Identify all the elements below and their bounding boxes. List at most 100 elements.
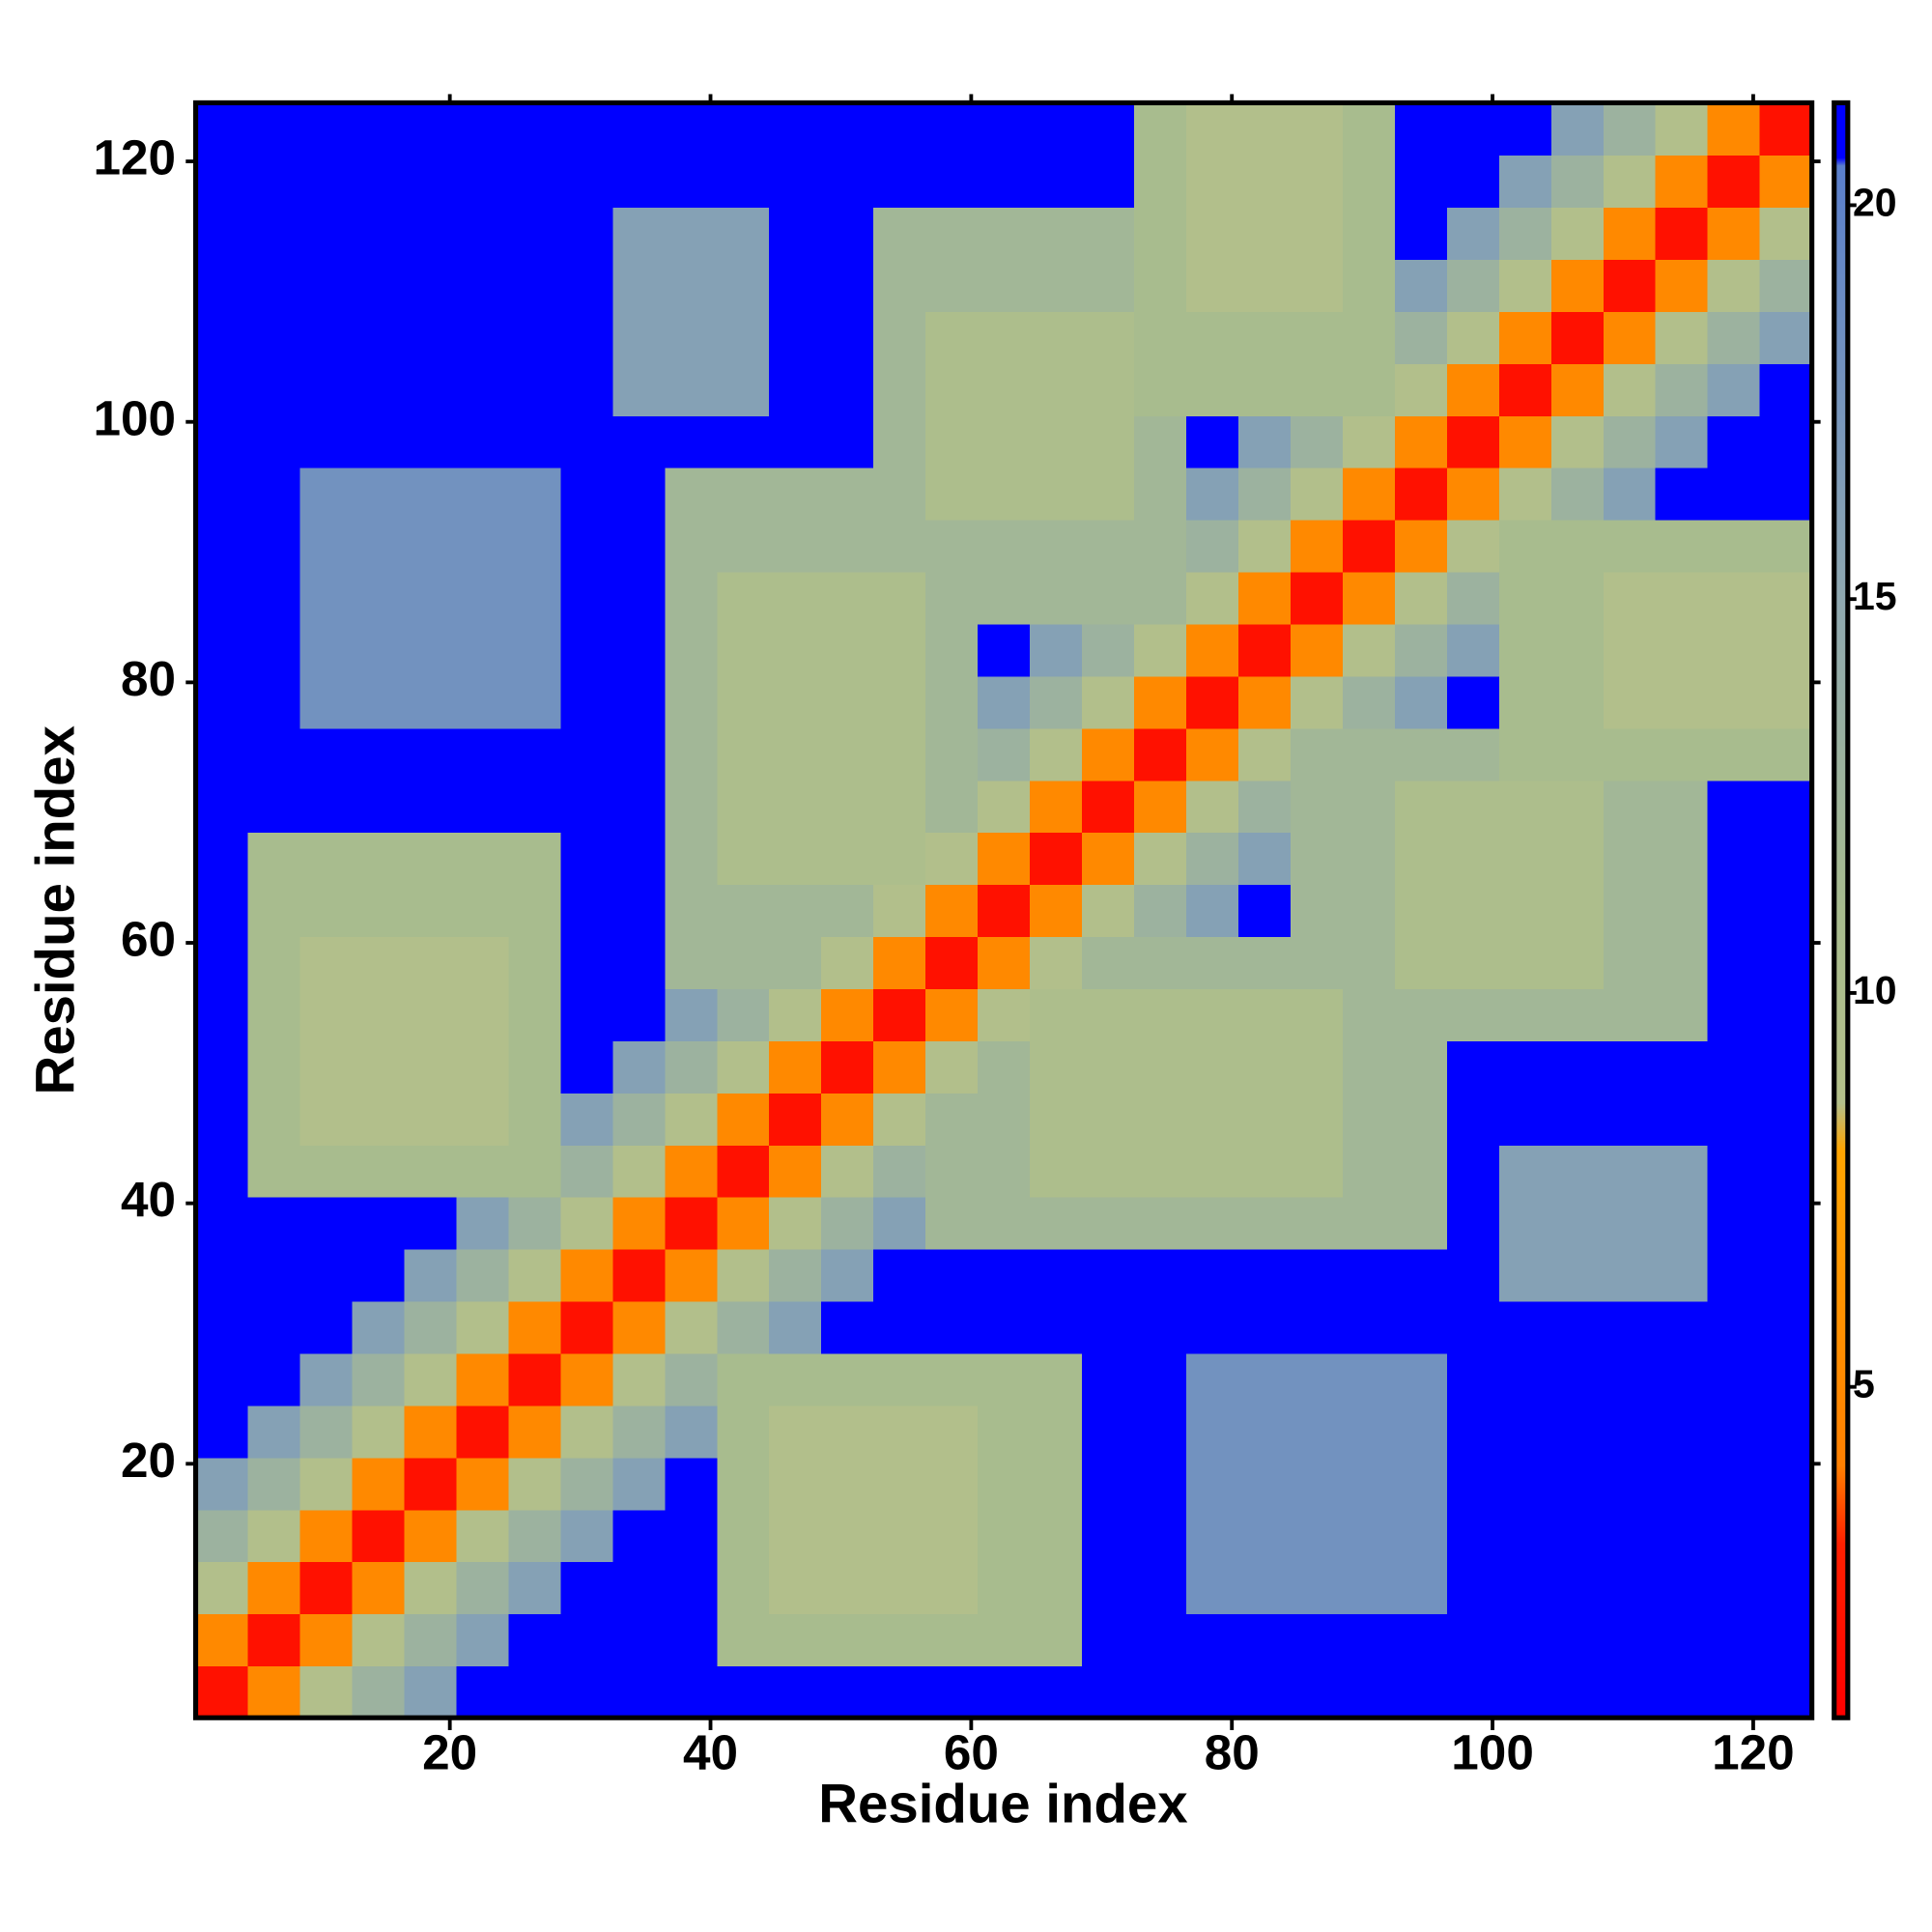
heatmap-cell bbox=[978, 259, 1031, 312]
heatmap-cell bbox=[1759, 832, 1813, 886]
heatmap-cell bbox=[1707, 623, 1761, 677]
heatmap-cell bbox=[769, 988, 822, 1041]
heatmap-cell bbox=[1655, 1509, 1709, 1563]
heatmap-cell bbox=[612, 467, 667, 521]
heatmap-cell bbox=[195, 571, 249, 625]
heatmap-cell bbox=[1342, 311, 1396, 364]
heatmap-cell bbox=[769, 832, 822, 886]
heatmap-cell bbox=[925, 780, 979, 834]
heatmap-cell bbox=[1290, 780, 1344, 834]
heatmap-cell bbox=[1498, 1196, 1552, 1250]
y-tick-label: 20 bbox=[121, 1433, 176, 1488]
heatmap-cell bbox=[1134, 1352, 1187, 1406]
heatmap-cell bbox=[1082, 414, 1135, 469]
heatmap-cell bbox=[456, 1613, 510, 1667]
heatmap-cell bbox=[1185, 884, 1239, 938]
heatmap-cell bbox=[769, 1196, 822, 1250]
heatmap-cell bbox=[1082, 832, 1135, 886]
heatmap-cell bbox=[1550, 414, 1605, 469]
heatmap-cell bbox=[247, 1093, 301, 1146]
heatmap-cell bbox=[978, 1144, 1031, 1198]
heatmap-cell bbox=[1603, 1405, 1657, 1459]
heatmap-cell bbox=[925, 155, 979, 209]
heatmap-cell bbox=[873, 832, 926, 886]
heatmap-cell bbox=[1290, 1248, 1344, 1302]
heatmap-cell bbox=[1498, 1405, 1552, 1459]
heatmap-cell bbox=[560, 155, 614, 209]
heatmap-cell bbox=[717, 1196, 771, 1250]
heatmap-cell bbox=[1655, 1144, 1709, 1198]
heatmap-cell bbox=[1342, 727, 1396, 781]
heatmap-cell bbox=[821, 259, 874, 312]
heatmap-cell bbox=[456, 1561, 510, 1615]
heatmap-cell bbox=[978, 780, 1031, 834]
heatmap-cell bbox=[769, 259, 822, 312]
heatmap-cell bbox=[1759, 1561, 1813, 1615]
heatmap-cell bbox=[1707, 207, 1761, 260]
heatmap-cell bbox=[612, 311, 667, 364]
heatmap-cell bbox=[1030, 780, 1083, 834]
heatmap-cell bbox=[508, 155, 562, 209]
heatmap-cell bbox=[1394, 936, 1448, 989]
heatmap-cell bbox=[717, 1561, 771, 1615]
heatmap-cell bbox=[1446, 1509, 1500, 1563]
heatmap-cell bbox=[769, 884, 822, 938]
heatmap-cell bbox=[1342, 1196, 1396, 1250]
y-tick-label: 120 bbox=[94, 130, 177, 185]
heatmap-cell bbox=[1603, 884, 1657, 938]
heatmap-cell bbox=[299, 936, 354, 989]
heatmap-cell bbox=[195, 467, 249, 521]
colorbar-tick-label: 10 bbox=[1853, 968, 1897, 1012]
heatmap-cell bbox=[247, 936, 301, 989]
heatmap-cell bbox=[1185, 623, 1239, 677]
heatmap-cell bbox=[1655, 1457, 1709, 1511]
heatmap-cell bbox=[560, 1144, 614, 1198]
heatmap-cell bbox=[1707, 1405, 1761, 1459]
heatmap-cell bbox=[873, 1040, 926, 1094]
heatmap-cell bbox=[1603, 1457, 1657, 1511]
heatmap-cell bbox=[717, 259, 771, 312]
heatmap-cell bbox=[1342, 1300, 1396, 1354]
heatmap-cell bbox=[1185, 519, 1239, 573]
heatmap-cell bbox=[1655, 1352, 1709, 1406]
heatmap-cell bbox=[1134, 1405, 1187, 1459]
heatmap-cell bbox=[665, 571, 719, 625]
heatmap-cell bbox=[1290, 988, 1344, 1041]
heatmap-cell bbox=[1603, 207, 1657, 260]
heatmap-cell bbox=[352, 1509, 406, 1563]
heatmap-cell bbox=[299, 780, 354, 834]
heatmap-cell bbox=[1707, 571, 1761, 625]
heatmap-cell bbox=[1446, 1352, 1500, 1406]
heatmap-cell bbox=[717, 623, 771, 677]
heatmap-cell bbox=[1394, 519, 1448, 573]
heatmap-cell bbox=[1759, 1248, 1813, 1302]
heatmap-cell bbox=[508, 1300, 562, 1354]
heatmap-cell bbox=[1394, 207, 1448, 260]
heatmap-cell bbox=[612, 102, 667, 156]
heatmap-cell bbox=[769, 1665, 822, 1719]
heatmap-cell bbox=[1342, 780, 1396, 834]
heatmap-cell bbox=[404, 311, 458, 364]
heatmap-cell bbox=[1082, 884, 1135, 938]
heatmap-cell bbox=[1290, 1300, 1344, 1354]
heatmap-cell bbox=[925, 363, 979, 416]
heatmap-cell bbox=[1082, 259, 1135, 312]
heatmap-cell bbox=[1550, 1509, 1605, 1563]
heatmap-cell bbox=[1550, 207, 1605, 260]
heatmap-cell bbox=[404, 363, 458, 416]
heatmap-cell bbox=[456, 832, 510, 886]
heatmap-cell bbox=[978, 571, 1031, 625]
heatmap-cell bbox=[717, 1352, 771, 1406]
heatmap-cell bbox=[1394, 1248, 1448, 1302]
heatmap-cell bbox=[717, 988, 771, 1041]
heatmap-cell bbox=[1082, 1040, 1135, 1094]
heatmap-cell bbox=[1185, 363, 1239, 416]
heatmap-cell bbox=[1342, 884, 1396, 938]
heatmap-cell bbox=[352, 571, 406, 625]
heatmap-cell bbox=[352, 1144, 406, 1198]
heatmap-cell bbox=[1185, 102, 1239, 156]
heatmap-cell bbox=[978, 1665, 1031, 1719]
heatmap-cell bbox=[717, 832, 771, 886]
heatmap-cell bbox=[1290, 519, 1344, 573]
heatmap-cell bbox=[665, 1248, 719, 1302]
